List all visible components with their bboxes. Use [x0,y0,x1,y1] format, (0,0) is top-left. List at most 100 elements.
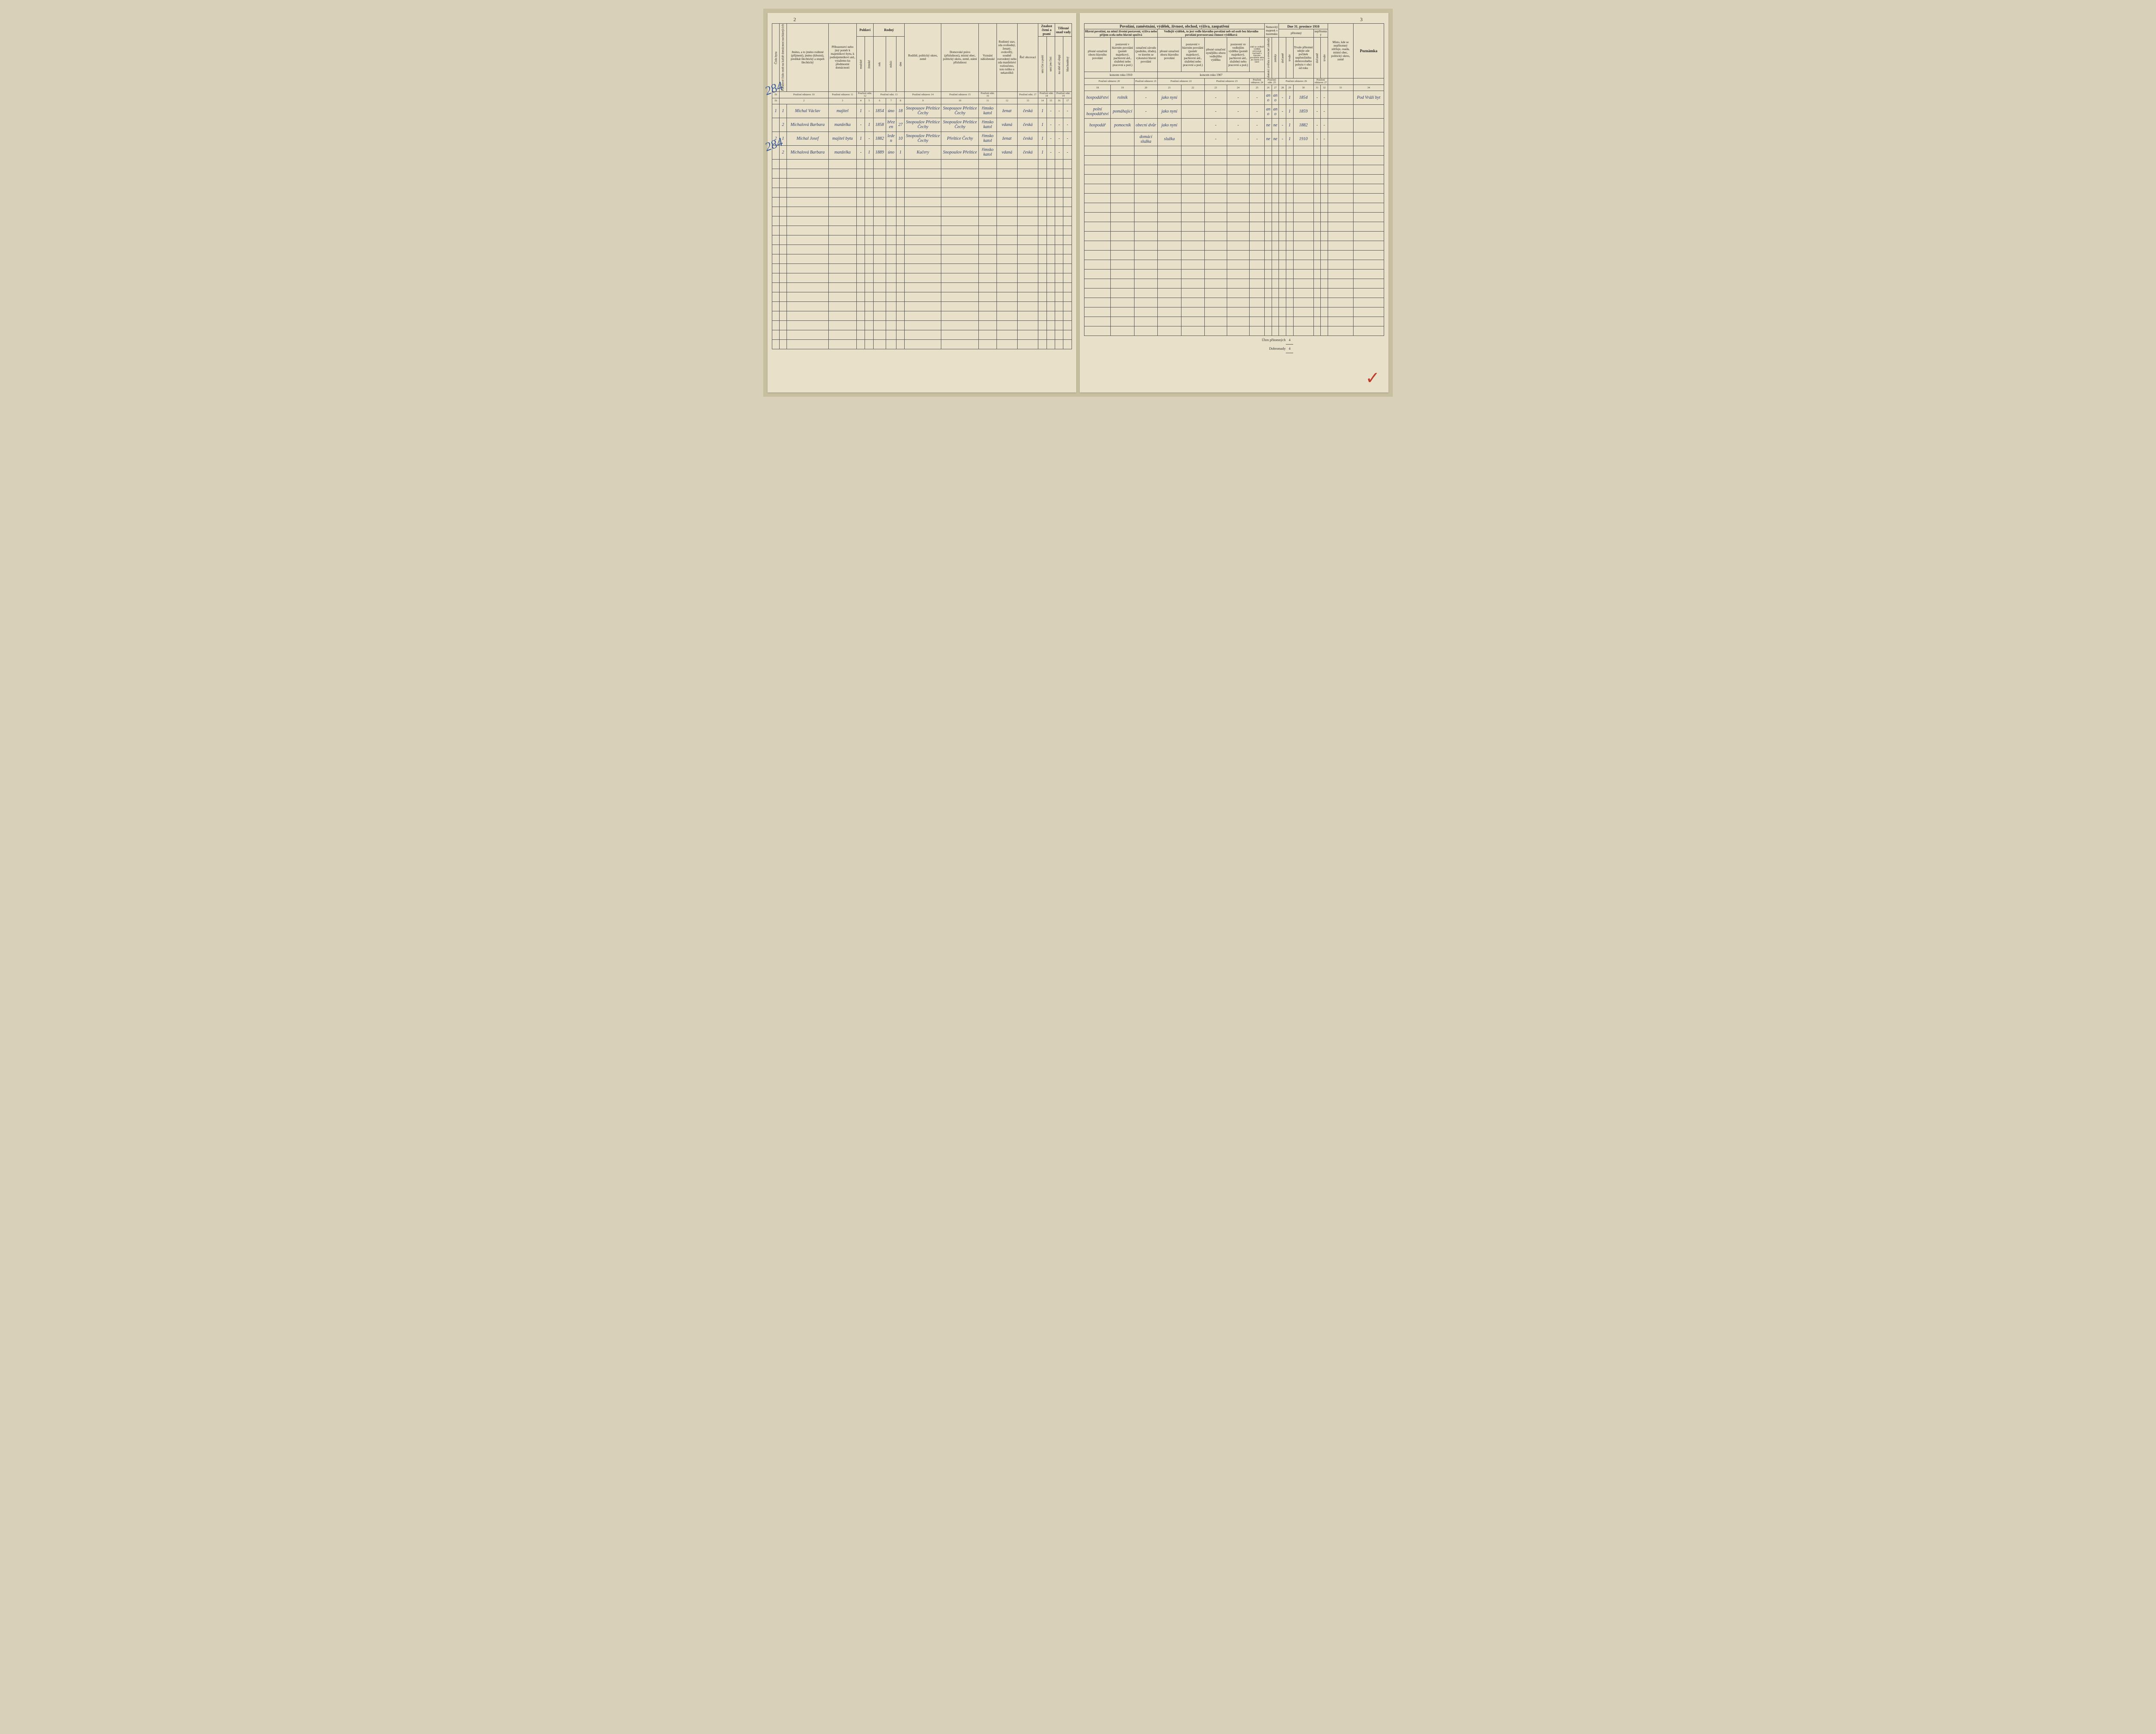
summary-pritomnych: Úhrn přítomných 4 [1084,336,1384,345]
table-row [772,178,1072,188]
cell: Přeštice Čechy [941,132,979,145]
col-postaveni: postavení v hlavním povolání (poměr maje… [1111,38,1134,72]
col-poznamka: Poznámka [1353,24,1384,78]
cell: jako nyní [1158,119,1181,132]
col-cislo-bytu: Číslo bytu [772,24,780,92]
cell: 1854 [873,104,886,118]
cell: - [1063,118,1072,132]
cell: - [1063,132,1072,145]
cell: 2 [779,118,787,132]
cell: Snopousov Přeštice Čechy [941,104,979,118]
table-row [1084,270,1384,279]
cell: 1 [1038,104,1047,118]
col-telesne: Tělesné snad vady [1055,24,1072,37]
cell: Pod Vráží byt [1353,91,1384,105]
cell: Snopoušov Přeštice Čechy [905,118,941,132]
cell: Kučery [905,145,941,159]
red-checkmark: ✓ [1365,368,1380,388]
col-zdali: zdali se vedlejší výdělek provozuje souč… [1249,38,1264,72]
col-koncem1907: koncem roku 1907 [1158,72,1265,78]
cell: rolník [1111,91,1134,105]
cell: římsko katol [979,132,997,145]
cell: Snopoušov Přeštice Čechy [905,132,941,145]
table-row [772,207,1072,216]
col-koncem1910: koncem roku 1910 [1084,72,1158,78]
cell: česká [1017,132,1038,145]
table-row: 11Michal Václavmajitel1-1854úno18Snopous… [772,104,1072,118]
col-pribuzenstvi: Příbuzenství nebo jiný poměr k majetníko… [828,24,856,92]
cell: římsko katol [979,104,997,118]
col-vedl-nyn: přesné označení nynějšího oboru vedlejší… [1204,38,1227,72]
cell: - [1321,91,1328,105]
cell: Snopousov Přeštice Čechy [905,104,941,118]
cell: Michal Josef [787,132,828,145]
cell: - [1249,119,1264,132]
table-row [1084,317,1384,326]
cell: 1 [896,145,905,159]
cell: úno [886,104,896,118]
cell: 1889 [873,145,886,159]
cell: domácí služka [1134,132,1157,146]
cell: ano [1272,105,1279,119]
table-row [1084,326,1384,336]
table-row [1084,260,1384,270]
cell: 1 [1038,132,1047,145]
cell: ne [1272,119,1279,132]
cell: česká [1017,118,1038,132]
col-docasne1: dočasně [1279,38,1286,78]
cell [1181,119,1204,132]
cell: manželka [828,145,856,159]
cell: - [1321,119,1328,132]
table-row [772,159,1072,169]
cell: manželka [828,118,856,132]
cell: - [1204,119,1227,132]
col-pohlavi: Pohlaví [857,24,874,37]
cell: úno [886,145,896,159]
left-table: Číslo bytu Pořadové číslo osob na každé … [772,23,1072,349]
table-row [772,216,1072,226]
cell: - [1313,105,1321,119]
col-docasne2: dočasně [1313,38,1321,78]
cell [1111,132,1134,146]
col-rok: rok [873,37,886,92]
right-page: 3 ✓ Povolání, zaměstnání, výdělek, živno… [1080,13,1388,392]
right-table: Povolání, zaměstnání, výdělek, živnost, … [1084,23,1384,353]
table-row [772,311,1072,320]
cell: - [1227,132,1249,146]
table-row: domácí služkaslužka---nene-11910-- [1084,132,1384,146]
cell [1353,119,1384,132]
cell [1328,105,1353,119]
col-vyznani: Vyznání náboženské [979,24,997,92]
cell: - [1055,132,1063,145]
table-row [1084,222,1384,232]
cell: 1882 [873,132,886,145]
cell: majitel [828,104,856,118]
col-date: Dne 31. prosince 1910 [1279,24,1328,29]
table-row: 2Michalová Barbaramanželka-11889úno1Kuče… [772,145,1072,159]
table-row [1084,213,1384,222]
cell: 1 [865,118,873,132]
table-row [772,197,1072,207]
cell: ne [1265,132,1272,146]
table-row [772,263,1072,273]
cell: Michalová Barbara [787,145,828,159]
col-trvale1: trvale [1286,38,1293,78]
table-row [772,273,1072,282]
col-stav: Rodinný stav, zda svobodný, ženatý, ovdo… [997,24,1017,92]
cell [1328,132,1353,146]
cell: - [1279,132,1286,146]
col-zenske: ženské [865,37,873,92]
cell [1181,91,1204,105]
reference-row-right: Poučení odstavec 20 Poučení odstavec 21 … [1084,78,1384,85]
cell: - [857,145,865,159]
left-page: 2 284 284 Číslo bytu Pořadové číslo osob… [768,13,1076,392]
table-row [1084,146,1384,156]
cell: obecní dvůr [1134,119,1157,132]
col-trvale2: trvale [1321,38,1328,78]
cell: - [1055,118,1063,132]
col-vedl-post: postavení v hlavním povolání (poměr maje… [1181,38,1204,72]
table-row [1084,165,1384,175]
cell: leden [886,132,896,145]
col-jen-cisti: umí jen čísti [1047,37,1055,92]
cell: římsko katol [979,145,997,159]
